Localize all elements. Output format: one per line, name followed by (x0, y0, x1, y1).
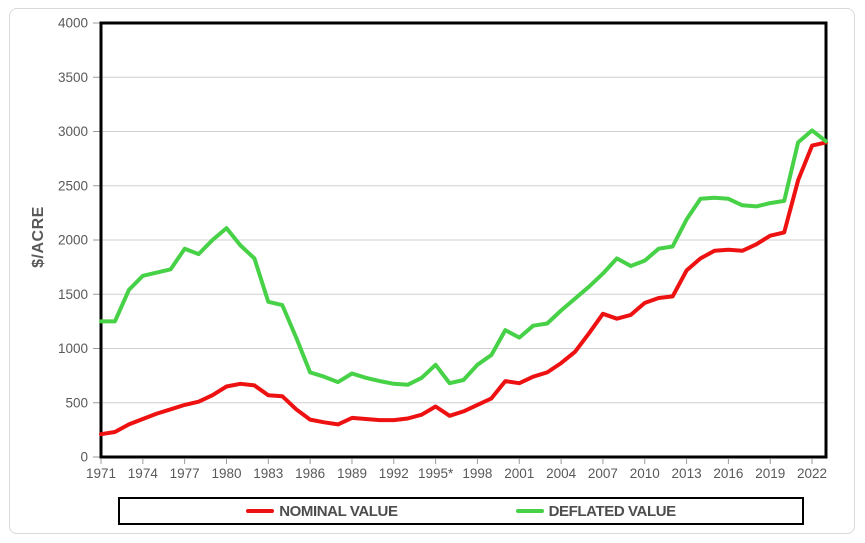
x-tick-label: 2019 (755, 466, 785, 481)
y-tick-label: 0 (80, 450, 88, 465)
nominal-line-swatch (246, 509, 275, 513)
x-tick-label: 1974 (128, 466, 159, 481)
legend-item-deflated: DEFLATED VALUE (515, 502, 677, 520)
x-tick-label: 1986 (295, 466, 325, 481)
y-tick-label: 2000 (58, 233, 88, 248)
x-tick-label: 2013 (672, 466, 702, 481)
x-tick-label: 2004 (546, 466, 577, 481)
x-tick-label: 1995* (418, 466, 454, 481)
x-tick-label: 2001 (504, 466, 534, 481)
x-tick-label: 1971 (86, 466, 116, 481)
legend-box: NOMINAL VALUE DEFLATED VALUE (118, 497, 804, 525)
chart-canvas (9, 8, 855, 534)
x-tick-label: 1983 (253, 466, 283, 481)
x-tick-label: 2010 (630, 466, 660, 481)
deflated-value-line (99, 128, 828, 387)
y-tick-label: 4000 (58, 16, 88, 31)
x-tick-label: 1980 (211, 466, 241, 481)
x-tick-label: 1977 (170, 466, 200, 481)
y-tick-label: 2500 (58, 178, 88, 193)
y-tick-label: 3000 (58, 124, 88, 139)
x-tick-label: 2016 (713, 466, 743, 481)
x-tick-label: 1998 (462, 466, 492, 481)
legend-item-nominal: NOMINAL VALUE (246, 502, 398, 520)
y-axis-title: $/ACRE (30, 206, 47, 268)
legend-label-deflated: DEFLATED VALUE (548, 502, 677, 520)
y-tick-label: 3500 (58, 70, 88, 85)
x-tick-label: 1989 (337, 466, 367, 481)
y-tick-label: 1500 (58, 287, 88, 302)
x-tick-label: 2007 (588, 466, 618, 481)
x-tick-label: 1992 (379, 466, 409, 481)
nominal-value-line (99, 140, 828, 437)
deflated-line-swatch (515, 509, 544, 513)
y-tick-label: 500 (65, 395, 88, 410)
y-tick-label: 1000 (58, 341, 88, 356)
legend-label-nominal: NOMINAL VALUE (279, 502, 398, 520)
x-tick-label: 2022 (797, 466, 827, 481)
plot-border (99, 21, 828, 459)
